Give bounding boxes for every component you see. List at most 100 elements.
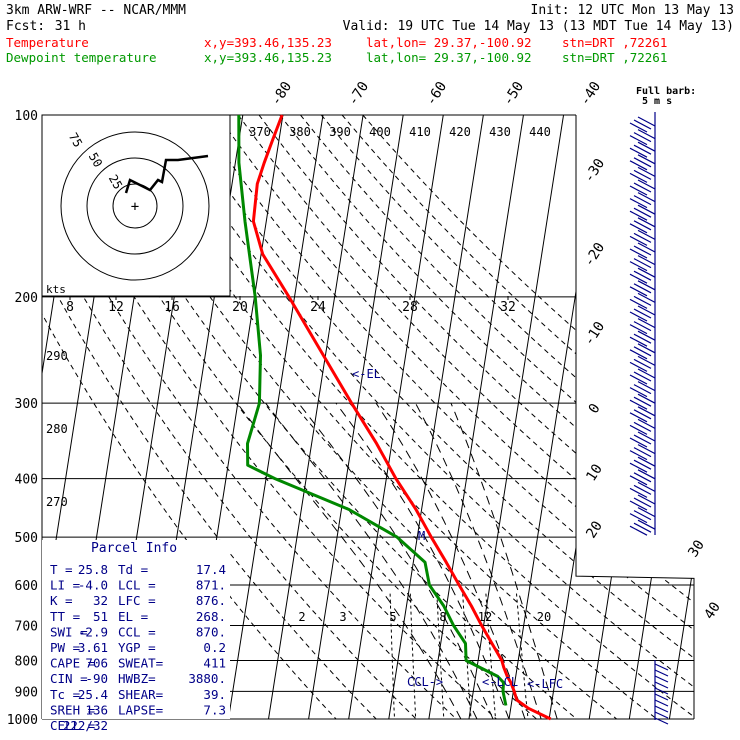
- parcel-info-label: Td =: [118, 562, 148, 577]
- wind-barb-flag: [637, 355, 656, 366]
- wind-barb-flag: [637, 204, 656, 215]
- wind-barb-flag: [633, 472, 652, 483]
- wind-barb: [629, 418, 656, 435]
- wind-barb-flag: [633, 144, 652, 155]
- wind-barb-flag: [637, 129, 656, 140]
- pressure-label: 900: [15, 685, 38, 700]
- lcl-annotation: <-LCL: [482, 675, 518, 689]
- parcel-info-label: EL =: [118, 609, 148, 624]
- wind-barb-flag: [633, 522, 652, 533]
- parcel-info-label: TT =: [50, 609, 80, 624]
- wind-barb-flag: [637, 519, 656, 530]
- parcel-info-title: Parcel Info: [91, 541, 177, 556]
- parcel-info-label: LCL =: [118, 578, 156, 593]
- parcel-info-label: SWEAT=: [118, 656, 163, 671]
- wind-barb-flag: [633, 258, 652, 269]
- wind-barb-low: [654, 681, 669, 689]
- parcel-info-label: CCL =: [118, 624, 156, 639]
- wind-barb: [629, 280, 656, 297]
- theta-label: 440: [529, 125, 551, 139]
- wind-barb-flag: [629, 160, 648, 171]
- isotherm-label: 40: [701, 599, 724, 622]
- wind-barb-flag: [629, 475, 648, 486]
- theta-label: 380: [289, 125, 311, 139]
- parcel-info-label: T =: [50, 562, 73, 577]
- hodograph-ring-label: 50: [86, 150, 105, 170]
- wind-barb-flag: [629, 261, 648, 272]
- wind-barb-flag: [637, 141, 656, 152]
- parcel-info-value: 32: [93, 593, 108, 608]
- legend-dewpoint-label: Dewpoint temperature: [6, 50, 157, 65]
- wind-barb-flag: [629, 450, 648, 461]
- wind-barb-flag: [629, 437, 648, 448]
- parcel-info-value: 870.: [196, 624, 226, 639]
- overlay: Parcel Info T = 25.8 Td = 17.4 LI =-4.0 LCL = 8…: [42, 112, 669, 733]
- dry-adiabat-line: [154, 115, 694, 719]
- legend-dewpoint-station: stn=DRT ,72261: [562, 50, 667, 65]
- isotherm-line: [428, 115, 524, 719]
- isotherm-line: [0, 115, 2, 719]
- isotherm-label: 0: [586, 401, 604, 417]
- wind-barb-flag: [629, 349, 648, 360]
- wind-barb: [629, 292, 656, 309]
- wind-barb-flag: [629, 298, 648, 309]
- pressure-label: 400: [15, 473, 38, 488]
- isotherm-line: [508, 115, 605, 719]
- mixing-ratio-line: [516, 593, 529, 719]
- wind-barb-low: [654, 693, 669, 701]
- dry-adiabat-line: [71, 115, 577, 719]
- moist-adiabats: [236, 402, 558, 719]
- isotherm-label: -70: [345, 79, 372, 109]
- wind-barb-flag: [637, 469, 656, 480]
- forecast-label: Fcst:: [6, 19, 45, 34]
- mixing-ratio-label: 12: [478, 610, 492, 624]
- pressure-label: 100: [15, 109, 38, 124]
- isotherm-label: -60: [423, 79, 450, 109]
- wind-barb-flag: [637, 166, 656, 177]
- isotherm-label: 10: [583, 461, 606, 484]
- legend-dewpoint-xy: x,y=393.46,135.23: [204, 50, 332, 65]
- wind-barb: [629, 519, 656, 536]
- dry-adiabat-line: [113, 115, 658, 719]
- wind-barb: [629, 381, 656, 398]
- wind-barb-flag: [633, 232, 652, 243]
- theta-label: 430: [489, 125, 511, 139]
- hodograph-frame: [41, 114, 231, 297]
- moist-adiabat-line: [450, 403, 558, 719]
- wind-barb-flag: [629, 462, 648, 473]
- parcel-info-box: Parcel Info T = 25.8 Td = 17.4 LI =-4.0 LCL = 8…: [42, 540, 230, 733]
- wind-barb: [629, 355, 656, 372]
- wind-barb-flag: [637, 368, 656, 379]
- wind-barb-low: [654, 675, 669, 683]
- hodograph-speed-label: 24: [310, 300, 326, 315]
- wind-barb: [629, 255, 656, 272]
- header: 3km ARW-WRF -- NCAR/MMM Init: 12 UTC Mon…: [6, 3, 734, 34]
- ccl-annotation: CCL->: [407, 675, 443, 689]
- wind-barb-flag: [637, 418, 656, 429]
- mixing-ratio-line: [436, 593, 445, 719]
- dry-adiabat-line: [42, 115, 497, 719]
- legend-dewpoint: Dewpoint temperature x,y=393.46,135.23 l…: [6, 50, 667, 65]
- hodograph-speed-label: 20: [232, 300, 248, 315]
- wind-barb-flag: [633, 510, 652, 521]
- moist-adiabat-line: [375, 402, 526, 719]
- parcel-info-label: LAPSE=: [118, 702, 163, 717]
- barb-key-line1: Full barb:: [636, 86, 696, 97]
- hodograph-ring-label: 75: [66, 130, 85, 150]
- wind-barb-low: [654, 717, 669, 725]
- wind-barb-flag: [633, 459, 652, 470]
- wind-barb-flag: [637, 242, 656, 253]
- pressure-label: 800: [15, 654, 38, 669]
- moist-adiabat-line: [298, 402, 494, 719]
- wind-barb-flag: [637, 229, 656, 240]
- parcel-info-label: CAPE =: [50, 656, 95, 671]
- mixing-ratio-line: [462, 593, 472, 719]
- wind-barb-flag: [637, 444, 656, 455]
- parcel-info-label: CELL =: [50, 718, 95, 733]
- temperature-line: [251, 114, 552, 721]
- wind-barb-flag: [633, 484, 652, 495]
- dry-adiabat-line: [42, 115, 377, 719]
- mixing-ratio-line: [389, 593, 395, 719]
- hodograph-trace: [124, 154, 209, 194]
- wind-barb-low: [654, 705, 669, 713]
